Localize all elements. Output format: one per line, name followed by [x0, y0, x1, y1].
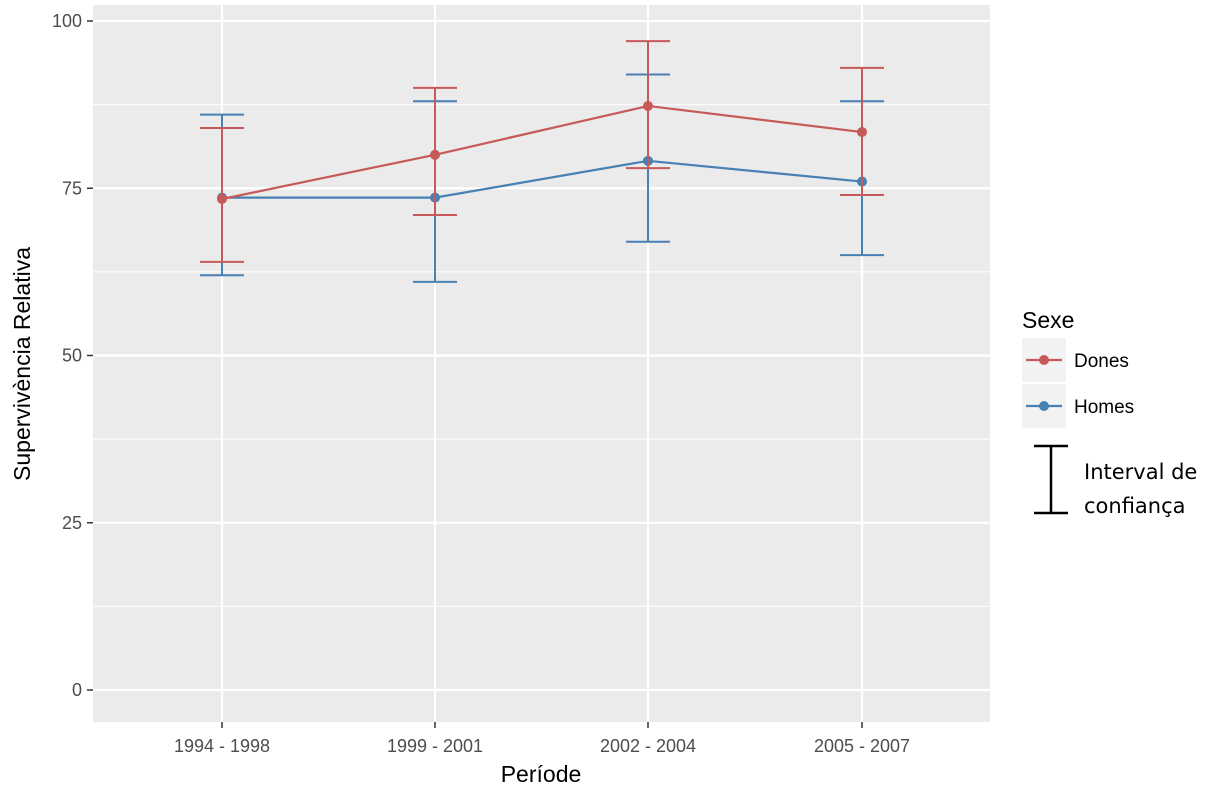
- data-point: [217, 193, 227, 204]
- x-tick-label: 2005 - 2007: [814, 736, 910, 756]
- x-tick-label: 2002 - 2004: [600, 736, 696, 756]
- x-tick-label: 1994 - 1998: [174, 736, 270, 756]
- legend-item-homes: Homes: [1022, 384, 1134, 428]
- plot-panel: [93, 5, 990, 722]
- data-point: [643, 100, 653, 111]
- legend: Sexe Dones Homes: [1022, 307, 1134, 428]
- legend-label: Homes: [1074, 397, 1134, 418]
- x-axis-title: Període: [501, 761, 582, 787]
- error-bar-icon: [1034, 444, 1068, 515]
- y-tick-label: 25: [62, 513, 82, 533]
- legend-key-point: [1039, 401, 1049, 411]
- series-line: [222, 159, 863, 199]
- y-tick-label: 0: [72, 680, 82, 700]
- y-tick-label: 75: [62, 178, 82, 198]
- series-layer: [200, 40, 884, 283]
- legend-items: Dones Homes: [1022, 338, 1134, 428]
- error-bar-note: Interval de confiança: [1034, 444, 1197, 518]
- error-bar-note-line-1: Interval de: [1084, 460, 1197, 484]
- series-dones: [200, 40, 884, 263]
- y-tick-label: 100: [52, 11, 82, 31]
- legend-key-point: [1039, 355, 1049, 365]
- error-bar-note-line-2: confiança: [1084, 494, 1186, 518]
- data-point: [430, 149, 440, 160]
- x-tick-label: 1999 - 2001: [387, 736, 483, 756]
- y-axis: 0 25 50 75 100: [52, 11, 93, 700]
- legend-title: Sexe: [1022, 307, 1074, 333]
- data-point: [857, 127, 867, 138]
- y-axis-title: Supervivència Relativa: [9, 247, 35, 481]
- series-line: [221, 104, 863, 201]
- x-axis: 1994 - 1998 1999 - 2001 2002 - 2004 2005 - …: [174, 722, 910, 756]
- y-tick-label: 50: [62, 346, 82, 366]
- legend-item-dones: Dones: [1022, 338, 1129, 382]
- legend-label: Dones: [1074, 351, 1129, 372]
